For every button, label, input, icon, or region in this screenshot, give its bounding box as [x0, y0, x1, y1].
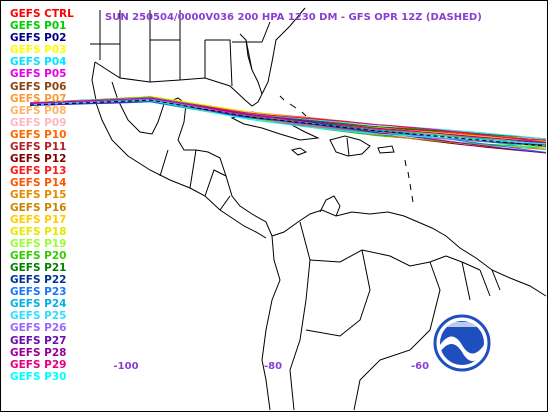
map-title: SUN 250504/0000V036 200 HPA 1230 DM - GF… — [105, 12, 482, 23]
legend-item: GEFS P30 — [10, 370, 67, 383]
member-legend: GEFS CTRL GEFS P01 GEFS P02 GEFS P03 GEFS P0… — [10, 8, 90, 383]
legend-item: GEFS P19 — [10, 237, 67, 250]
legend-item: GEFS P29 — [10, 358, 67, 371]
legend-item: GEFS P04 — [10, 56, 67, 69]
legend-item: GEFS P24 — [10, 298, 67, 311]
ensemble-contour-line — [29, 96, 547, 140]
legend-item: GEFS P05 — [10, 68, 67, 81]
legend-item: GEFS P09 — [10, 116, 67, 129]
legend-item: GEFS P25 — [10, 310, 67, 323]
ensemble-contours — [29, 95, 547, 154]
legend-item: GEFS P16 — [10, 201, 67, 214]
legend-item: GEFS P17 — [10, 213, 67, 226]
legend-item: GEFS P03 — [10, 44, 67, 57]
legend-item: GEFS P22 — [10, 274, 67, 287]
longitude-tick-label: -100 — [113, 361, 139, 372]
legend-item: GEFS P13 — [10, 165, 67, 178]
legend-item: GEFS P18 — [10, 225, 67, 238]
longitude-tick-label: -80 — [264, 361, 283, 372]
ensemble-contour-line — [29, 98, 547, 145]
legend-item: GEFS P20 — [10, 249, 67, 262]
legend-item: GEFS P28 — [10, 346, 67, 359]
legend-item: GEFS P01 — [10, 20, 67, 33]
legend-item: GEFS P14 — [10, 177, 67, 190]
longitude-tick-label: -60 — [411, 361, 430, 372]
legend-item: GEFS P23 — [10, 286, 67, 299]
legend-item: GEFS P27 — [10, 334, 67, 347]
legend-item: GEFS CTRL — [10, 8, 74, 20]
legend-item: GEFS P21 — [10, 261, 67, 274]
legend-item: GEFS P12 — [10, 153, 67, 166]
operational-contour-line — [29, 99, 547, 147]
legend-item: GEFS P07 — [10, 92, 67, 105]
legend-item: GEFS P10 — [10, 128, 67, 141]
legend-item: GEFS P02 — [10, 32, 67, 45]
noaa-logo — [433, 314, 491, 372]
coastlines — [90, 7, 547, 411]
legend-item: GEFS P26 — [10, 322, 67, 335]
ensemble-contour-line — [29, 97, 547, 143]
legend-item: GEFS P15 — [10, 189, 67, 202]
legend-item: GEFS P11 — [10, 141, 67, 154]
legend-item: GEFS P06 — [10, 80, 67, 93]
legend-item: GEFS P08 — [10, 104, 67, 117]
